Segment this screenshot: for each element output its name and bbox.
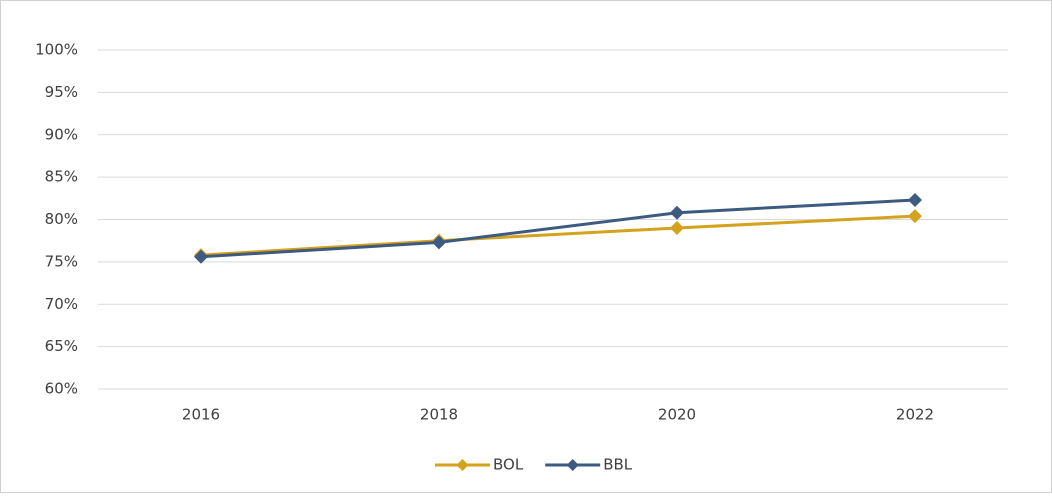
legend-swatch-marker bbox=[456, 459, 469, 471]
series-line bbox=[200, 214, 916, 257]
legend-label: BOL bbox=[493, 456, 524, 474]
y-tick-label: 85% bbox=[45, 168, 78, 186]
x-tick-label: 2016 bbox=[182, 406, 220, 424]
series-marker bbox=[194, 249, 208, 264]
y-tick-label: 60% bbox=[45, 380, 78, 398]
y-tick-label: 70% bbox=[45, 295, 78, 313]
series-marker bbox=[908, 209, 922, 224]
series-line bbox=[200, 198, 916, 259]
y-tick-label: 65% bbox=[45, 337, 78, 355]
legend-label: BBL bbox=[603, 456, 633, 474]
y-tick-label: 75% bbox=[45, 252, 78, 270]
y-tick-label: 100% bbox=[35, 41, 78, 59]
y-tick-label: 90% bbox=[45, 125, 78, 143]
x-tick-label: 2020 bbox=[658, 406, 696, 424]
legend-swatch-marker bbox=[566, 459, 579, 471]
series-marker bbox=[908, 193, 922, 208]
series-marker bbox=[670, 220, 684, 235]
y-tick-label: 95% bbox=[45, 83, 78, 101]
x-tick-label: 2018 bbox=[420, 406, 458, 424]
series-marker bbox=[670, 205, 684, 220]
x-tick-label: 2022 bbox=[896, 406, 934, 424]
y-tick-label: 80% bbox=[45, 210, 78, 228]
series-marker bbox=[432, 235, 446, 250]
